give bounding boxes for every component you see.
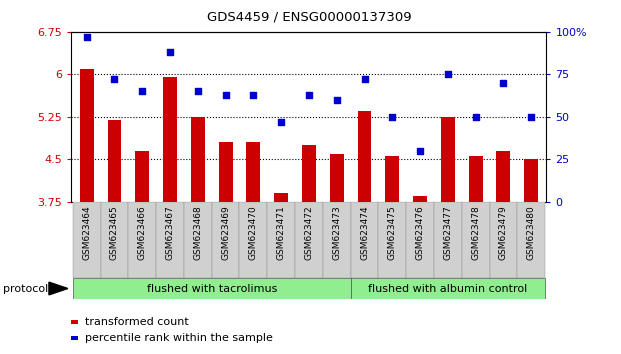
Text: GSM623474: GSM623474 (360, 206, 369, 260)
Bar (191, 117, 205, 202)
Bar (517, 202, 545, 278)
Point (276, 119, 286, 125)
Bar (386, 156, 399, 202)
Bar (378, 202, 406, 278)
Text: GSM623471: GSM623471 (277, 206, 286, 260)
Point (471, 114, 481, 120)
Text: GSM623469: GSM623469 (221, 206, 230, 260)
Point (137, 88, 147, 94)
Bar (489, 202, 517, 278)
Text: GSM623472: GSM623472 (304, 206, 314, 260)
Bar (413, 196, 427, 202)
Point (526, 114, 536, 120)
Bar (184, 202, 212, 278)
Bar (135, 151, 149, 202)
Bar (295, 202, 323, 278)
Bar (219, 142, 232, 202)
Bar (358, 111, 371, 202)
Point (332, 97, 342, 103)
Text: GSM623479: GSM623479 (499, 206, 508, 260)
Bar (330, 154, 343, 202)
Text: GSM623470: GSM623470 (249, 206, 258, 260)
Text: GSM623465: GSM623465 (110, 206, 119, 260)
Bar (524, 159, 538, 202)
Text: GSM623467: GSM623467 (166, 206, 175, 260)
Bar (267, 202, 295, 278)
Bar (240, 202, 267, 278)
Text: GSM623477: GSM623477 (443, 206, 452, 260)
Bar (79, 69, 94, 202)
Bar (73, 278, 351, 299)
Bar (462, 202, 489, 278)
Bar (469, 156, 483, 202)
Bar (441, 117, 455, 202)
Point (415, 148, 425, 154)
Point (304, 92, 314, 98)
Bar (73, 202, 101, 278)
Text: flushed with tacrolimus: flushed with tacrolimus (147, 284, 277, 293)
Bar (323, 202, 351, 278)
Point (388, 114, 397, 120)
Bar (107, 120, 122, 202)
Bar (247, 142, 260, 202)
Text: GSM623476: GSM623476 (415, 206, 425, 260)
Text: GSM623480: GSM623480 (527, 206, 536, 260)
Point (220, 92, 230, 98)
Bar (212, 202, 240, 278)
Point (82, 34, 92, 40)
Bar (129, 202, 156, 278)
Bar (351, 278, 545, 299)
Bar (406, 202, 434, 278)
Text: GDS4459 / ENSG00000137309: GDS4459 / ENSG00000137309 (207, 11, 411, 24)
Text: GSM623478: GSM623478 (471, 206, 480, 260)
Bar (351, 202, 378, 278)
Text: transformed count: transformed count (85, 317, 189, 327)
Bar (496, 151, 510, 202)
Text: GSM623468: GSM623468 (193, 206, 202, 260)
Text: GSM623464: GSM623464 (82, 206, 91, 260)
Text: flushed with albumin control: flushed with albumin control (368, 284, 527, 293)
Point (443, 72, 453, 77)
Point (165, 50, 175, 55)
Point (248, 92, 258, 98)
Bar (434, 202, 462, 278)
Point (109, 76, 119, 82)
Text: GSM623466: GSM623466 (138, 206, 147, 260)
Text: percentile rank within the sample: percentile rank within the sample (85, 333, 273, 343)
Text: GSM623475: GSM623475 (388, 206, 397, 260)
Bar (163, 77, 177, 202)
Bar (156, 202, 184, 278)
Point (193, 88, 203, 94)
Polygon shape (49, 282, 68, 295)
Bar (302, 145, 316, 202)
Text: GSM623473: GSM623473 (332, 206, 341, 260)
Text: protocol: protocol (3, 284, 48, 293)
Point (360, 76, 369, 82)
Point (499, 80, 509, 86)
Bar (101, 202, 129, 278)
Bar (274, 193, 288, 202)
